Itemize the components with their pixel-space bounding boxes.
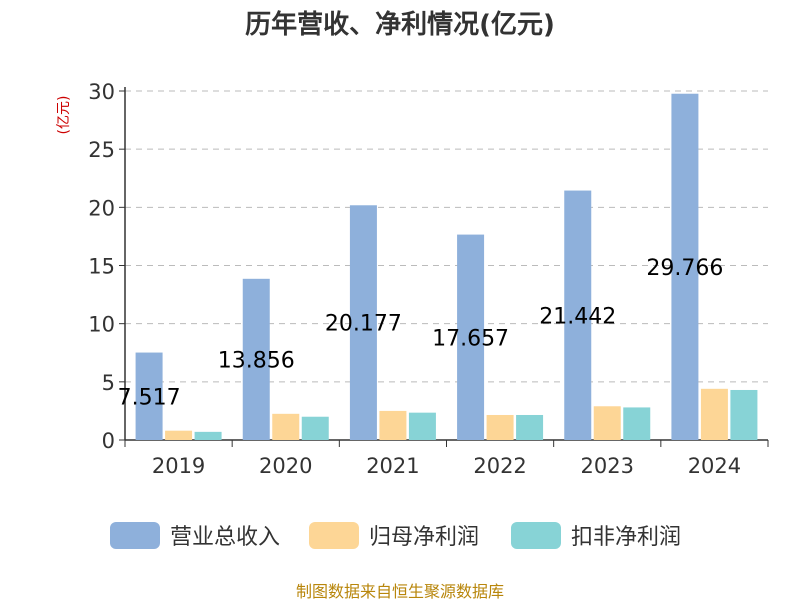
bar-1-2021 (349, 205, 377, 440)
x-tick-label: 2020 (259, 454, 312, 478)
bar-3-2023 (623, 407, 651, 440)
x-tick-label: 2019 (152, 454, 205, 478)
y-tick-label: 20 (88, 196, 115, 220)
bar-3-2022 (516, 414, 544, 440)
y-axis-label: (亿元) (56, 96, 72, 135)
y-tick-label: 15 (88, 255, 115, 279)
bar-1-2023 (564, 190, 592, 440)
y-tick-label: 30 (88, 80, 115, 104)
bar-1-2019 (135, 352, 163, 440)
y-tick-label: 0 (102, 429, 115, 453)
source-note: 制图数据来自恒生聚源数据库 (295, 582, 504, 601)
bar-2-2021 (379, 410, 407, 440)
bar-3-2024 (730, 389, 758, 440)
x-tick-label: 2024 (688, 454, 741, 478)
data-label: 29.766 (646, 256, 723, 281)
bar-2-2022 (486, 414, 514, 440)
data-label: 21.442 (539, 304, 616, 329)
bar-2-2020 (272, 413, 300, 440)
bar-3-2021 (408, 412, 436, 440)
legend-swatch (110, 522, 160, 549)
data-label: 20.177 (325, 312, 402, 337)
legend-label: 扣非净利润 (571, 525, 681, 550)
data-label: 13.856 (218, 348, 295, 373)
legend-swatch (511, 522, 561, 549)
data-label: 7.517 (118, 385, 181, 410)
bar-2-2019 (165, 430, 193, 440)
x-tick-label: 2022 (473, 454, 526, 478)
bar-3-2020 (301, 416, 329, 440)
bar-2-2024 (700, 388, 728, 440)
x-tick-label: 2021 (366, 454, 419, 478)
legend-swatch (309, 522, 359, 549)
legend-label: 营业总收入 (170, 525, 280, 550)
bar-2-2023 (593, 406, 621, 440)
y-tick-label: 25 (88, 138, 115, 162)
legend-label: 归母净利润 (369, 525, 479, 550)
bar-1-2024 (671, 93, 699, 440)
bar-1-2020 (242, 278, 270, 440)
bar-1-2022 (457, 234, 485, 440)
chart-title: 历年营收、净利情况(亿元) (245, 10, 555, 40)
x-tick-label: 2023 (581, 454, 634, 478)
y-tick-label: 10 (88, 313, 115, 337)
data-label: 17.657 (432, 326, 509, 351)
bar-3-2019 (194, 431, 222, 440)
y-tick-label: 5 (102, 371, 115, 395)
